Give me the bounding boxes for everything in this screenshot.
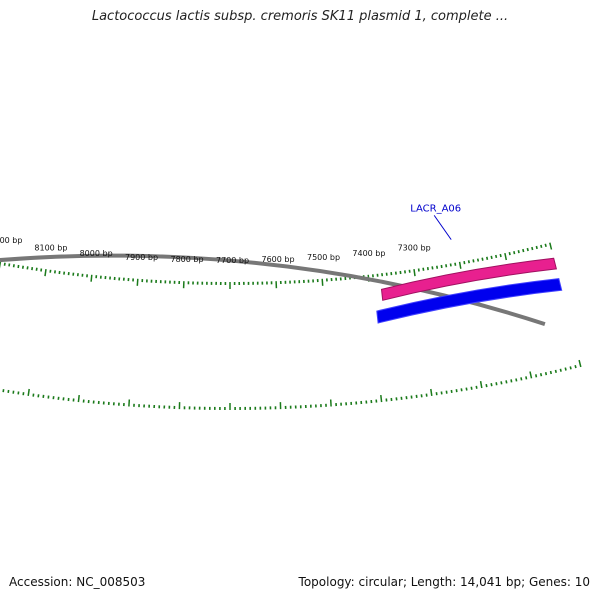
ruler-minor-tick [460, 388, 463, 392]
ruler-minor-tick [544, 372, 548, 376]
ruler-minor-tick [465, 387, 468, 391]
ruler-major-tick [27, 388, 30, 397]
ruler-major-tick [529, 371, 533, 379]
ruler-major-tick [458, 261, 462, 269]
ruler-minor-tick [554, 369, 557, 373]
ruler-major-tick [430, 388, 433, 397]
ruler-minor-tick [569, 366, 572, 370]
ruler-minor-tick [454, 262, 457, 266]
ruler-minor-tick [485, 383, 488, 388]
ruler-minor-tick [535, 245, 538, 250]
map-title: Lactococcus lactis subsp. cremoris SK11 … [91, 9, 509, 24]
ruler-minor-tick [486, 256, 489, 260]
ruler-major-tick [380, 395, 383, 403]
gene-arc-reverse[interactable] [376, 278, 563, 324]
ruler-minor-tick [544, 243, 547, 248]
ruler-minor-tick [422, 267, 425, 271]
ruler-tick-label: 7600 bp [262, 255, 295, 264]
ruler-minor-tick [495, 382, 498, 386]
ruler-tick-label: 8000 bp [80, 249, 113, 258]
ruler-major-tick [77, 395, 80, 403]
ruler-tick-label: 7800 bp [171, 255, 204, 264]
ruler-minor-tick [505, 380, 508, 384]
gene-arc-forward[interactable] [380, 257, 558, 301]
ruler-minor-tick [539, 373, 543, 377]
gene-label-pointer [433, 215, 452, 240]
ruler-tick-label: 7700 bp [216, 256, 249, 265]
ruler-minor-tick [12, 264, 15, 268]
ruler-minor-tick [470, 386, 473, 390]
plasmid-backbone [0, 253, 546, 327]
gene-label[interactable]: LACR_A06 [410, 203, 461, 214]
ruler-minor-tick [21, 265, 24, 269]
ruler-major-tick [413, 268, 416, 277]
ruler-major-tick [44, 268, 47, 277]
ruler-minor-tick [475, 385, 478, 389]
ruler-tick-label: 7900 bp [125, 253, 158, 262]
ruler-minor-tick [549, 370, 552, 375]
ruler-minor-tick [525, 376, 528, 380]
ruler-minor-tick [436, 265, 439, 269]
ruler-minor-tick [531, 246, 534, 251]
ruler-minor-tick [467, 260, 470, 264]
inner-ruler [2, 359, 582, 410]
ruler-minor-tick [449, 263, 452, 267]
ruler-minor-tick [35, 267, 38, 271]
ruler-minor-tick [8, 263, 11, 267]
ruler-minor-tick [535, 374, 538, 378]
outer-ruler [0, 242, 553, 289]
ruler-tick-label: 7500 bp [307, 253, 340, 262]
ruler-minor-tick [522, 248, 525, 253]
ruler-major-tick [321, 278, 324, 286]
accession-text: Accession: NC_008503 [9, 575, 146, 589]
ruler-tick-label: 7400 bp [352, 249, 385, 258]
ruler-minor-tick [574, 365, 577, 369]
ruler-tick-label: 8200 bp [0, 236, 22, 245]
ruler-minor-tick [3, 262, 6, 266]
ruler-major-tick [578, 359, 582, 368]
ruler-minor-tick [508, 251, 511, 256]
ruler-minor-tick [515, 378, 518, 382]
ruler-minor-tick [510, 379, 513, 383]
ruler-major-tick [136, 278, 139, 286]
ruler-minor-tick [481, 257, 484, 261]
ruler-major-tick [90, 274, 93, 282]
ruler-minor-tick [476, 258, 480, 262]
ruler-minor-tick [559, 368, 562, 372]
ruler-minor-tick [517, 250, 520, 254]
ruler-minor-tick [431, 266, 434, 270]
ruler-major-tick [504, 252, 508, 261]
ruler-tick-label: 8100 bp [34, 243, 67, 252]
ruler-minor-tick [500, 381, 503, 385]
ruler-tick-label: 7300 bp [398, 243, 431, 252]
ruler-minor-tick [513, 251, 516, 255]
ruler-minor-tick [490, 383, 493, 387]
ruler-minor-tick [499, 253, 502, 258]
ruler-minor-tick [472, 259, 475, 263]
genome-summary: Topology: circular; Length: 14,041 bp; G… [298, 575, 590, 589]
ruler-minor-tick [564, 367, 567, 371]
ruler-minor-tick [540, 244, 543, 248]
ruler-minor-tick [526, 247, 529, 252]
ruler-minor-tick [445, 264, 448, 268]
ruler-minor-tick [520, 377, 523, 381]
ruler-minor-tick [463, 260, 466, 265]
ruler-minor-tick [26, 266, 29, 270]
ruler-minor-tick [490, 255, 493, 260]
ruler-major-tick [549, 242, 553, 250]
ruler-major-tick [479, 380, 483, 389]
ruler-minor-tick [495, 254, 498, 259]
